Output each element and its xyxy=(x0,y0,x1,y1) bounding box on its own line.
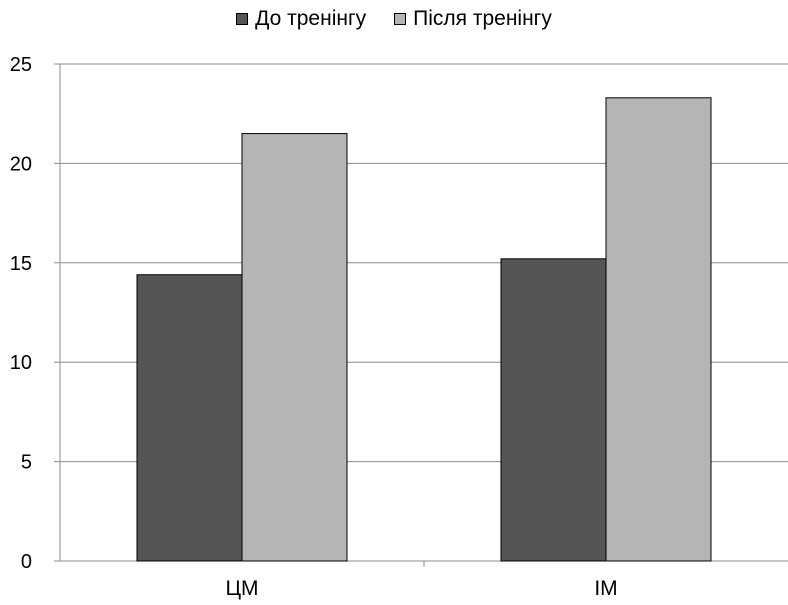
y-tick-label-10: 10 xyxy=(10,352,32,374)
bar-before-1 xyxy=(500,258,607,562)
y-tick-label-20: 20 xyxy=(10,153,32,175)
y-tick-label-5: 5 xyxy=(21,452,32,474)
bar-before-0 xyxy=(136,274,243,562)
y-tick-label-25: 25 xyxy=(10,54,32,76)
bar-after-0 xyxy=(241,133,348,562)
legend-item-before: До тренінгу xyxy=(236,7,366,31)
y-tick-label-15: 15 xyxy=(10,253,32,275)
legend-swatch-after xyxy=(394,13,407,25)
y-tick-label-0: 0 xyxy=(21,551,32,573)
legend-label-before: До тренінгу xyxy=(255,7,367,30)
x-category-label-1: ІМ xyxy=(594,577,617,600)
legend: До тренінгу Після тренінгу xyxy=(0,7,788,31)
legend-swatch-before xyxy=(236,13,249,25)
legend-item-after: Після тренінгу xyxy=(394,7,552,31)
x-category-label-0: ЦМ xyxy=(225,577,258,600)
bar-after-1 xyxy=(605,97,712,562)
legend-label-after: Після тренінгу xyxy=(413,7,552,30)
